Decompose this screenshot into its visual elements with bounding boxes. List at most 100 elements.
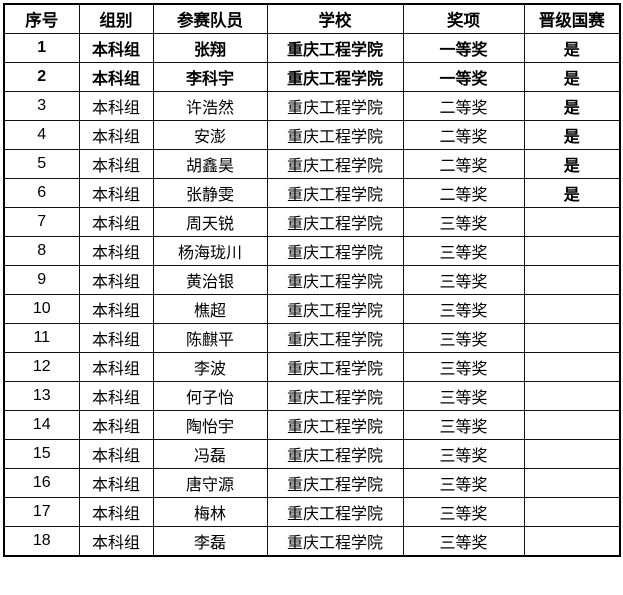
cell-no: 14 [3,410,80,440]
cell-group: 本科组 [78,207,154,237]
cell-no: 12 [3,352,80,382]
results-table-container: 序号 组别 参赛队员 学校 奖项 晋级国赛 1 本科组 张翔 重庆工程学院 一等奖是 2 本科组 李科宇… [3,3,621,557]
cell-no: 4 [3,120,80,150]
cell-school: 重庆工程学院 [266,207,404,237]
cell-member: 胡鑫昊 [152,149,268,179]
cell-no: 18 [3,526,80,557]
cell-award: 三等奖 [402,236,525,266]
cell-award: 三等奖 [402,323,525,353]
cell-member: 杨海珑川 [152,236,268,266]
cell-school: 重庆工程学院 [266,410,404,440]
cell-school: 重庆工程学院 [266,352,404,382]
cell-no: 2 [3,62,80,92]
cell-award: 一等奖 [402,33,525,63]
cell-school: 重庆工程学院 [266,178,404,208]
cell-advance [523,468,621,498]
cell-advance: 是 [523,120,621,150]
cell-advance: 是 [523,91,621,121]
cell-group: 本科组 [78,91,154,121]
cell-advance [523,410,621,440]
cell-award: 三等奖 [402,207,525,237]
cell-group: 本科组 [78,236,154,266]
cell-school: 重庆工程学院 [266,526,404,557]
cell-no: 17 [3,497,80,527]
cell-award: 二等奖 [402,149,525,179]
cell-member: 陶怡宇 [152,410,268,440]
cell-no: 1 [3,33,80,63]
cell-member: 黄治银 [152,265,268,295]
table-row: 9 本科组 黄治银 重庆工程学院 三等奖 [3,265,621,295]
cell-member: 安澎 [152,120,268,150]
cell-no: 15 [3,439,80,469]
cell-award: 三等奖 [402,497,525,527]
cell-school: 重庆工程学院 [266,497,404,527]
cell-no: 10 [3,294,80,324]
cell-member: 何子怡 [152,381,268,411]
results-table: 序号 组别 参赛队员 学校 奖项 晋级国赛 1 本科组 张翔 重庆工程学院 一等奖是 2 本科组 李科宇… [3,3,621,557]
table-row: 4 本科组 安澎 重庆工程学院 二等奖是 [3,120,621,150]
cell-group: 本科组 [78,265,154,295]
cell-advance [523,381,621,411]
cell-school: 重庆工程学院 [266,468,404,498]
cell-group: 本科组 [78,410,154,440]
cell-advance [523,207,621,237]
cell-advance: 是 [523,149,621,179]
column-header-advance: 晋级国赛 [523,3,621,34]
cell-member: 周天锐 [152,207,268,237]
cell-no: 11 [3,323,80,353]
cell-member: 许浩然 [152,91,268,121]
cell-school: 重庆工程学院 [266,439,404,469]
cell-group: 本科组 [78,323,154,353]
cell-member: 梅林 [152,497,268,527]
cell-group: 本科组 [78,149,154,179]
cell-member: 张翔 [152,33,268,63]
column-header-award: 奖项 [402,3,525,34]
column-header-no: 序号 [3,3,80,34]
table-row: 15 本科组 冯磊 重庆工程学院 三等奖 [3,439,621,469]
cell-member: 李波 [152,352,268,382]
column-header-group: 组别 [78,3,154,34]
cell-group: 本科组 [78,62,154,92]
table-row: 5 本科组 胡鑫昊 重庆工程学院 二等奖是 [3,149,621,179]
cell-school: 重庆工程学院 [266,62,404,92]
table-row: 2 本科组 李科宇 重庆工程学院 一等奖是 [3,62,621,92]
cell-advance [523,439,621,469]
cell-award: 二等奖 [402,120,525,150]
table-row: 16 本科组 唐守源 重庆工程学院 三等奖 [3,468,621,498]
cell-group: 本科组 [78,468,154,498]
cell-award: 三等奖 [402,468,525,498]
cell-no: 7 [3,207,80,237]
header-row: 序号 组别 参赛队员 学校 奖项 晋级国赛 [3,3,621,34]
cell-award: 三等奖 [402,352,525,382]
table-row: 6 本科组 张静雯 重庆工程学院 二等奖是 [3,178,621,208]
cell-award: 三等奖 [402,526,525,557]
column-header-member: 参赛队员 [152,3,268,34]
cell-member: 李磊 [152,526,268,557]
cell-advance: 是 [523,33,621,63]
cell-school: 重庆工程学院 [266,323,404,353]
cell-group: 本科组 [78,178,154,208]
table-row: 11 本科组 陈麒平 重庆工程学院 三等奖 [3,323,621,353]
cell-school: 重庆工程学院 [266,91,404,121]
cell-advance [523,236,621,266]
cell-group: 本科组 [78,33,154,63]
cell-member: 李科宇 [152,62,268,92]
cell-no: 5 [3,149,80,179]
table-row: 18 本科组 李磊 重庆工程学院 三等奖 [3,526,621,557]
cell-advance: 是 [523,62,621,92]
column-header-school: 学校 [266,3,404,34]
cell-group: 本科组 [78,497,154,527]
cell-member: 唐守源 [152,468,268,498]
cell-group: 本科组 [78,381,154,411]
cell-group: 本科组 [78,352,154,382]
cell-no: 3 [3,91,80,121]
cell-member: 张静雯 [152,178,268,208]
cell-advance [523,497,621,527]
cell-award: 三等奖 [402,410,525,440]
cell-award: 三等奖 [402,439,525,469]
cell-group: 本科组 [78,120,154,150]
cell-school: 重庆工程学院 [266,381,404,411]
table-row: 17 本科组 梅林 重庆工程学院 三等奖 [3,497,621,527]
cell-school: 重庆工程学院 [266,265,404,295]
cell-advance [523,323,621,353]
